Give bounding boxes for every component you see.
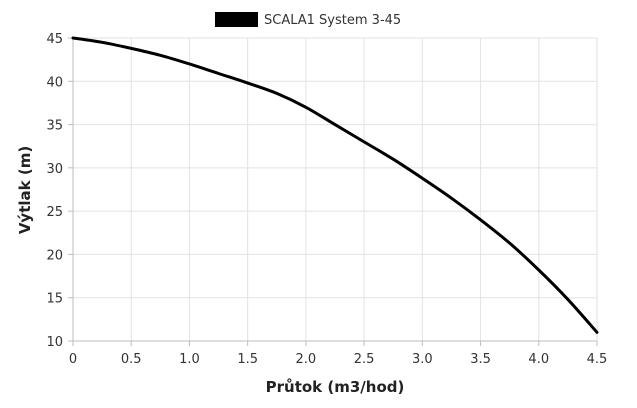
- axes: [68, 37, 598, 346]
- tick-labels: 0 0.5 1.0 1.5 2.0 2.5 3.0 3.5 4.0 4.5 10 15 20 25 30 35…: [46, 32, 607, 367]
- series-line[interactable]: [71, 36, 599, 334]
- legend-swatch[interactable]: [215, 12, 258, 27]
- x-axis-title: Průtok (m3/hod): [266, 378, 405, 396]
- grid: [73, 37, 598, 341]
- x-tick-label: 0.5: [121, 352, 142, 367]
- x-tick-label: 3.0: [412, 352, 433, 367]
- x-tick-label: 4.0: [528, 352, 549, 367]
- y-tick-label: 45: [46, 32, 63, 47]
- x-tick-label: 0: [69, 352, 77, 367]
- y-tick-label: 20: [46, 248, 63, 263]
- y-axis-title: Výtlak (m): [16, 146, 34, 234]
- x-tick-label: 3.5: [470, 352, 491, 367]
- legend[interactable]: SCALA1 System 3-45: [215, 12, 401, 28]
- y-tick-label: 35: [46, 119, 63, 134]
- y-tick-label: 10: [46, 335, 63, 350]
- y-tick-label: 15: [46, 292, 63, 307]
- x-tick-label: 1.5: [237, 352, 258, 367]
- x-tick-label: 2.5: [354, 352, 375, 367]
- x-tick-label: 2.0: [296, 352, 317, 367]
- x-tick-label: 4.5: [587, 352, 608, 367]
- series: [71, 36, 599, 334]
- y-tick-label: 25: [46, 205, 63, 220]
- y-tick-label: 30: [46, 162, 63, 177]
- legend-label: SCALA1 System 3-45: [264, 13, 401, 28]
- x-tick-label: 1.0: [179, 352, 200, 367]
- y-tick-label: 40: [46, 75, 63, 90]
